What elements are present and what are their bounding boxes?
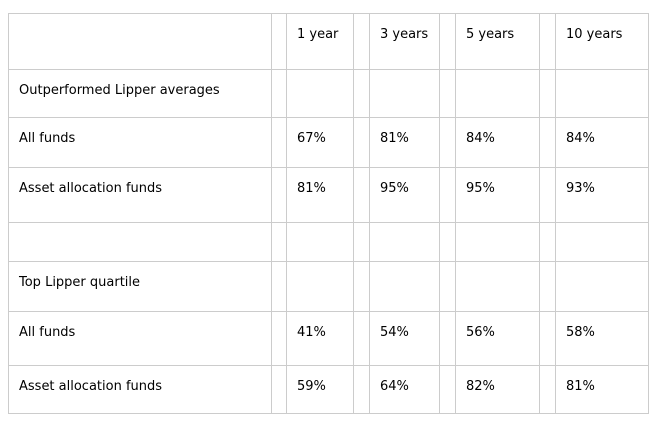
spacer-cell <box>539 365 556 414</box>
spacer-cell <box>271 365 287 414</box>
value-cell: 64% <box>369 365 440 414</box>
table-row-all-funds-averages: All funds 67% 81% 84% 84% <box>8 117 649 168</box>
table-row-section-outperformed: Outperformed Lipper averages <box>8 69 649 118</box>
spacer-cell <box>439 117 456 168</box>
row-label-cell: All funds <box>8 117 272 168</box>
row-label-cell <box>8 222 272 262</box>
spacer-cell <box>353 117 370 168</box>
value-cell: 81% <box>286 167 354 223</box>
value-cell <box>455 69 540 118</box>
column-header-5-years: 5 years <box>455 13 540 70</box>
value-cell: 84% <box>455 117 540 168</box>
spacer-cell <box>271 13 287 70</box>
spacer-cell <box>353 167 370 223</box>
spacer-cell <box>439 69 456 118</box>
spacer-cell <box>439 261 456 312</box>
value-cell <box>555 69 649 118</box>
spacer-cell <box>271 167 287 223</box>
spacer-cell <box>439 222 456 262</box>
table-row-section-top-quartile: Top Lipper quartile <box>8 261 649 312</box>
spacer-cell <box>539 311 556 366</box>
spacer-cell <box>271 311 287 366</box>
value-cell <box>455 222 540 262</box>
value-cell: 81% <box>555 365 649 414</box>
spacer-cell <box>271 261 287 312</box>
spacer-cell <box>353 222 370 262</box>
table-row-blank-separator <box>8 222 649 262</box>
row-label-cell: Asset allocation funds <box>8 365 272 414</box>
value-cell: 56% <box>455 311 540 366</box>
spacer-cell <box>439 365 456 414</box>
spacer-cell <box>353 69 370 118</box>
row-label-cell: Top Lipper quartile <box>8 261 272 312</box>
table-row-all-funds-quartile: All funds 41% 54% 56% 58% <box>8 311 649 366</box>
fund-performance-table: 1 year 3 years 5 years 10 years Outperfo… <box>8 13 649 414</box>
spacer-cell <box>439 311 456 366</box>
value-cell <box>555 222 649 262</box>
spacer-cell <box>271 69 287 118</box>
value-cell <box>369 261 440 312</box>
spacer-cell <box>353 311 370 366</box>
value-cell <box>286 261 354 312</box>
row-label-cell: Outperformed Lipper averages <box>8 69 272 118</box>
spacer-cell <box>439 13 456 70</box>
value-cell: 41% <box>286 311 354 366</box>
value-cell: 54% <box>369 311 440 366</box>
spacer-cell <box>539 222 556 262</box>
value-cell <box>455 261 540 312</box>
value-cell <box>286 69 354 118</box>
value-cell <box>369 69 440 118</box>
value-cell: 58% <box>555 311 649 366</box>
header-row: 1 year 3 years 5 years 10 years <box>8 13 649 70</box>
corner-cell <box>8 13 272 70</box>
column-header-1-year: 1 year <box>286 13 354 70</box>
table-row-asset-allocation-averages: Asset allocation funds 81% 95% 95% 93% <box>8 167 649 223</box>
value-cell: 67% <box>286 117 354 168</box>
spacer-cell <box>539 261 556 312</box>
value-cell <box>369 222 440 262</box>
column-header-3-years: 3 years <box>369 13 440 70</box>
value-cell <box>555 261 649 312</box>
value-cell: 93% <box>555 167 649 223</box>
value-cell: 84% <box>555 117 649 168</box>
row-label-cell: All funds <box>8 311 272 366</box>
spacer-cell <box>439 167 456 223</box>
spacer-cell <box>539 13 556 70</box>
value-cell <box>286 222 354 262</box>
table-row-asset-allocation-quartile: Asset allocation funds 59% 64% 82% 81% <box>8 365 649 414</box>
column-header-10-years: 10 years <box>555 13 649 70</box>
spacer-cell <box>271 117 287 168</box>
spacer-cell <box>353 13 370 70</box>
spacer-cell <box>353 261 370 312</box>
spacer-cell <box>539 167 556 223</box>
spacer-cell <box>353 365 370 414</box>
spacer-cell <box>539 117 556 168</box>
row-label-cell: Asset allocation funds <box>8 167 272 223</box>
value-cell: 82% <box>455 365 540 414</box>
value-cell: 81% <box>369 117 440 168</box>
spacer-cell <box>539 69 556 118</box>
value-cell: 95% <box>455 167 540 223</box>
value-cell: 95% <box>369 167 440 223</box>
value-cell: 59% <box>286 365 354 414</box>
spacer-cell <box>271 222 287 262</box>
